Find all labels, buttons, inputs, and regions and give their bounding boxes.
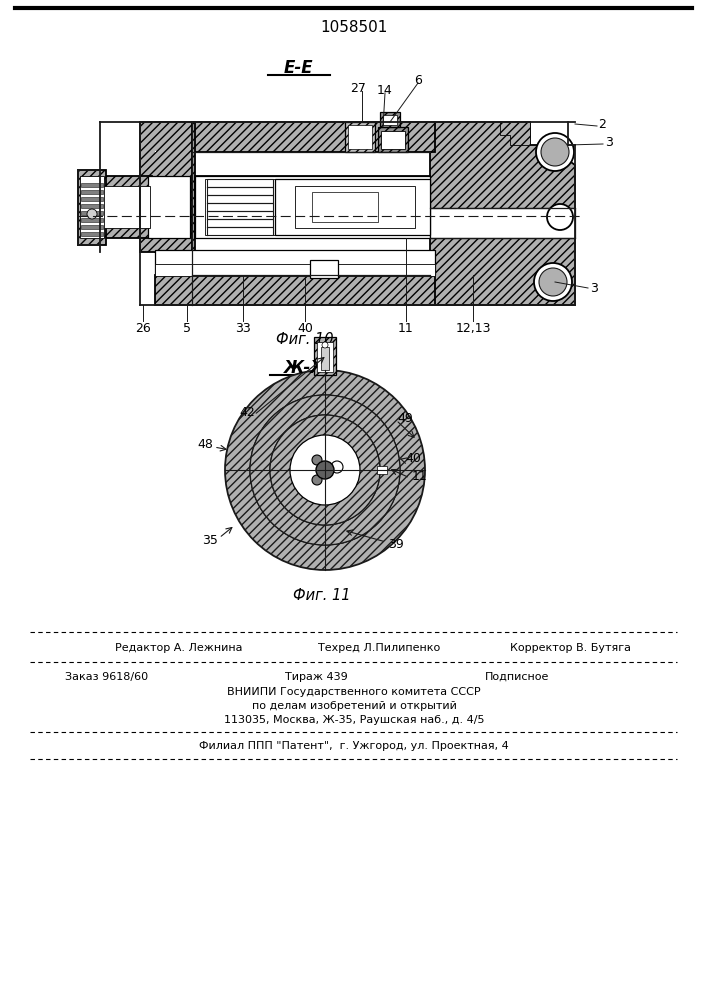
Circle shape — [250, 395, 400, 545]
Text: Заказ 9618/60: Заказ 9618/60 — [65, 672, 148, 682]
Text: 11: 11 — [412, 470, 428, 483]
Bar — [155, 275, 435, 305]
Text: ВНИИПИ Государственного комитета СССР: ВНИИПИ Государственного комитета СССР — [227, 687, 481, 697]
Text: Подписное: Подписное — [485, 672, 549, 682]
Bar — [148, 176, 190, 238]
Text: 40: 40 — [297, 322, 313, 335]
Circle shape — [539, 268, 567, 296]
Bar — [195, 176, 430, 238]
Circle shape — [534, 263, 572, 301]
Bar — [81, 204, 103, 208]
Polygon shape — [500, 122, 530, 145]
Text: Корректор В. Бутяга: Корректор В. Бутяга — [510, 643, 631, 653]
Bar — [102, 186, 150, 228]
Text: Техред Л.Пилипенко: Техред Л.Пилипенко — [318, 643, 440, 653]
Circle shape — [250, 395, 400, 545]
Bar — [275, 179, 430, 235]
Text: 40: 40 — [405, 452, 421, 464]
Bar — [155, 122, 435, 152]
Polygon shape — [430, 122, 575, 305]
Bar — [81, 197, 103, 201]
Circle shape — [312, 475, 322, 485]
Bar — [375, 464, 389, 476]
Text: 12,13: 12,13 — [455, 322, 491, 335]
Text: 6: 6 — [414, 74, 422, 87]
Circle shape — [322, 342, 328, 348]
Text: 3: 3 — [605, 135, 613, 148]
Bar — [155, 250, 435, 275]
Bar — [345, 122, 375, 152]
Text: 42: 42 — [239, 406, 255, 420]
Bar — [290, 182, 420, 232]
Text: 3: 3 — [590, 282, 598, 294]
Text: Филиал ППП "Патент",  г. Ужгород, ул. Проектная, 4: Филиал ППП "Патент", г. Ужгород, ул. Про… — [199, 741, 509, 751]
Bar — [80, 176, 104, 238]
Circle shape — [547, 204, 573, 230]
Bar — [155, 122, 195, 252]
Bar — [81, 232, 103, 236]
Circle shape — [270, 415, 380, 525]
Bar — [321, 347, 329, 370]
Bar — [313, 262, 335, 276]
Circle shape — [316, 461, 334, 479]
Text: Редактор А. Лежнина: Редактор А. Лежнина — [115, 643, 243, 653]
Text: 35: 35 — [202, 534, 218, 546]
Circle shape — [536, 133, 574, 171]
Bar — [381, 131, 405, 149]
Bar — [100, 176, 152, 238]
Circle shape — [87, 209, 97, 219]
Bar — [305, 189, 385, 225]
Circle shape — [312, 455, 322, 465]
Bar — [295, 186, 415, 228]
Circle shape — [541, 138, 569, 166]
Text: Фиг. 10: Фиг. 10 — [276, 332, 334, 348]
Bar — [310, 260, 338, 278]
Bar — [380, 112, 400, 127]
Text: 33: 33 — [235, 322, 251, 335]
Text: 26: 26 — [135, 322, 151, 335]
Circle shape — [270, 415, 380, 525]
Text: 11: 11 — [398, 322, 414, 335]
Bar — [348, 125, 372, 149]
Text: 14: 14 — [377, 84, 393, 97]
Text: Тираж 439: Тираж 439 — [285, 672, 348, 682]
Bar — [81, 218, 103, 222]
Text: 27: 27 — [350, 82, 366, 95]
Bar — [378, 127, 408, 152]
Bar — [81, 211, 103, 215]
Bar — [195, 176, 430, 238]
Bar — [81, 183, 103, 187]
Text: Фиг. 11: Фиг. 11 — [293, 587, 351, 602]
Text: E-E: E-E — [284, 59, 312, 77]
Bar — [140, 122, 192, 252]
Text: 113035, Москва, Ж-35, Раушская наб., д. 4/5: 113035, Москва, Ж-35, Раушская наб., д. … — [223, 715, 484, 725]
Bar — [430, 208, 575, 238]
Circle shape — [225, 370, 425, 570]
Circle shape — [331, 461, 343, 473]
Bar — [81, 190, 103, 194]
Bar — [383, 115, 397, 125]
Circle shape — [290, 435, 360, 505]
Bar — [317, 342, 333, 372]
Text: 5: 5 — [183, 322, 191, 335]
Bar — [155, 151, 156, 152]
Bar — [81, 225, 103, 229]
Bar — [314, 337, 336, 375]
Bar — [377, 466, 387, 474]
Text: по делам изобретений и открытий: по делам изобретений и открытий — [252, 701, 457, 711]
Text: 48: 48 — [197, 438, 213, 452]
Bar — [205, 179, 275, 235]
Bar — [155, 264, 435, 276]
Text: Ж-Ж: Ж-Ж — [284, 359, 332, 377]
Text: 49: 49 — [397, 412, 413, 424]
Bar — [312, 192, 378, 222]
Text: 39: 39 — [388, 538, 404, 550]
Text: 2: 2 — [598, 118, 606, 131]
Text: 1058501: 1058501 — [320, 20, 387, 35]
Bar — [78, 170, 106, 245]
